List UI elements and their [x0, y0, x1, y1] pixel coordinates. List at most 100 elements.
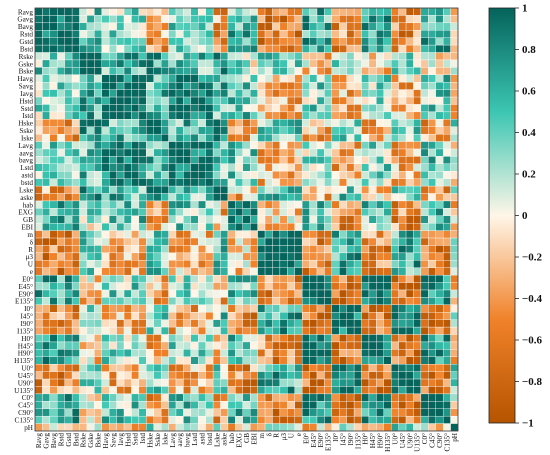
heatmap-cell: [264, 304, 273, 313]
heatmap-cell: [116, 297, 125, 306]
heatmap-cell: [109, 230, 117, 239]
heatmap-cell: [79, 349, 88, 357]
heatmap-cell: [212, 356, 221, 365]
heatmap-cell: [153, 141, 162, 150]
heatmap-cell: [168, 386, 177, 395]
heatmap-cell: [175, 59, 184, 68]
heatmap-cell: [79, 326, 88, 335]
x-tick-label: δ: [265, 432, 273, 436]
heatmap-cell: [316, 230, 325, 239]
heatmap-cell: [42, 133, 51, 142]
heatmap-cell: [383, 208, 392, 216]
heatmap-cell: [57, 7, 65, 16]
heatmap-cell: [420, 267, 429, 276]
heatmap-cell: [442, 371, 451, 380]
heatmap-cell: [450, 401, 459, 409]
heatmap-cell: [212, 326, 221, 335]
heatmap-cell: [116, 237, 125, 246]
heatmap-cell: [272, 319, 281, 328]
heatmap-cell: [79, 200, 88, 209]
heatmap-cell: [242, 364, 251, 372]
heatmap-cell: [324, 44, 333, 53]
heatmap-cell: [301, 334, 310, 343]
heatmap-cell: [212, 148, 221, 157]
heatmap-cell: [220, 267, 229, 276]
heatmap-cell: [413, 119, 422, 127]
heatmap-cell: [309, 104, 318, 113]
heatmap-cell: [264, 67, 273, 75]
heatmap-cell: [153, 423, 162, 432]
heatmap-cell: [435, 44, 444, 53]
heatmap-cell: [435, 133, 444, 142]
heatmap-cell: [109, 312, 117, 320]
heatmap-cell: [57, 193, 65, 202]
heatmap-cell: [131, 378, 140, 387]
heatmap-cell: [435, 126, 444, 135]
heatmap-cell: [227, 364, 236, 372]
heatmap-cell: [101, 364, 110, 372]
heatmap-cell: [235, 82, 243, 90]
heatmap-cell: [123, 230, 132, 239]
heatmap-cell: [34, 82, 43, 90]
heatmap-cell: [71, 230, 80, 239]
heatmap-cell: [316, 200, 325, 209]
heatmap-cell: [42, 408, 51, 417]
heatmap-cell: [250, 163, 258, 172]
y-tick-label: C135°: [15, 416, 34, 424]
heatmap-cell: [361, 133, 370, 142]
heatmap-cell: [450, 423, 459, 432]
heatmap-cell: [71, 415, 80, 424]
heatmap-cell: [398, 393, 407, 402]
heatmap-cell: [346, 148, 355, 157]
heatmap-cell: [413, 408, 422, 417]
heatmap-cell: [123, 326, 132, 335]
heatmap-cell: [146, 289, 154, 298]
x-tick-label: H135°: [384, 433, 392, 452]
heatmap-cell: [450, 393, 459, 402]
heatmap-cell: [368, 89, 377, 98]
heatmap-cell: [109, 15, 117, 24]
heatmap-cell: [71, 193, 80, 202]
heatmap-cell: [71, 22, 80, 31]
heatmap-cell: [42, 59, 51, 68]
heatmap-cell: [420, 133, 429, 142]
heatmap-cell: [198, 22, 206, 31]
heatmap-cell: [220, 326, 229, 335]
heatmap-cell: [346, 96, 355, 105]
heatmap-cell: [131, 96, 140, 105]
heatmap-cell: [309, 208, 318, 216]
heatmap-cell: [49, 371, 58, 380]
heatmap-cell: [57, 163, 65, 172]
heatmap-cell: [138, 267, 147, 276]
heatmap-cell: [420, 252, 429, 261]
heatmap-cell: [346, 223, 355, 231]
heatmap-cell: [316, 74, 325, 83]
heatmap-cell: [160, 111, 169, 120]
heatmap-cell: [190, 401, 199, 409]
heatmap-cell: [287, 341, 295, 350]
heatmap-cell: [146, 252, 154, 261]
heatmap-cell: [309, 319, 318, 328]
heatmap-cell: [57, 208, 65, 216]
heatmap-cell: [383, 326, 392, 335]
heatmap-cell: [368, 156, 377, 165]
heatmap-cell: [79, 185, 88, 194]
heatmap-cell: [227, 185, 236, 194]
heatmap-cell: [116, 260, 125, 268]
heatmap-cell: [301, 59, 310, 68]
heatmap-cell: [301, 349, 310, 357]
heatmap-cell: [42, 7, 51, 16]
y-tick-label: Gstd: [19, 38, 33, 46]
heatmap-cell: [428, 393, 436, 402]
heatmap-cell: [220, 386, 229, 395]
heatmap-cell: [71, 260, 80, 268]
heatmap-cell: [242, 171, 251, 179]
heatmap-cell: [398, 304, 407, 313]
heatmap-cell: [183, 371, 192, 380]
heatmap-cell: [316, 408, 325, 417]
heatmap-cell: [138, 119, 147, 127]
heatmap-cell: [235, 104, 243, 113]
heatmap-cell: [205, 37, 214, 46]
heatmap-cell: [442, 289, 451, 298]
heatmap-cell: [420, 349, 429, 357]
